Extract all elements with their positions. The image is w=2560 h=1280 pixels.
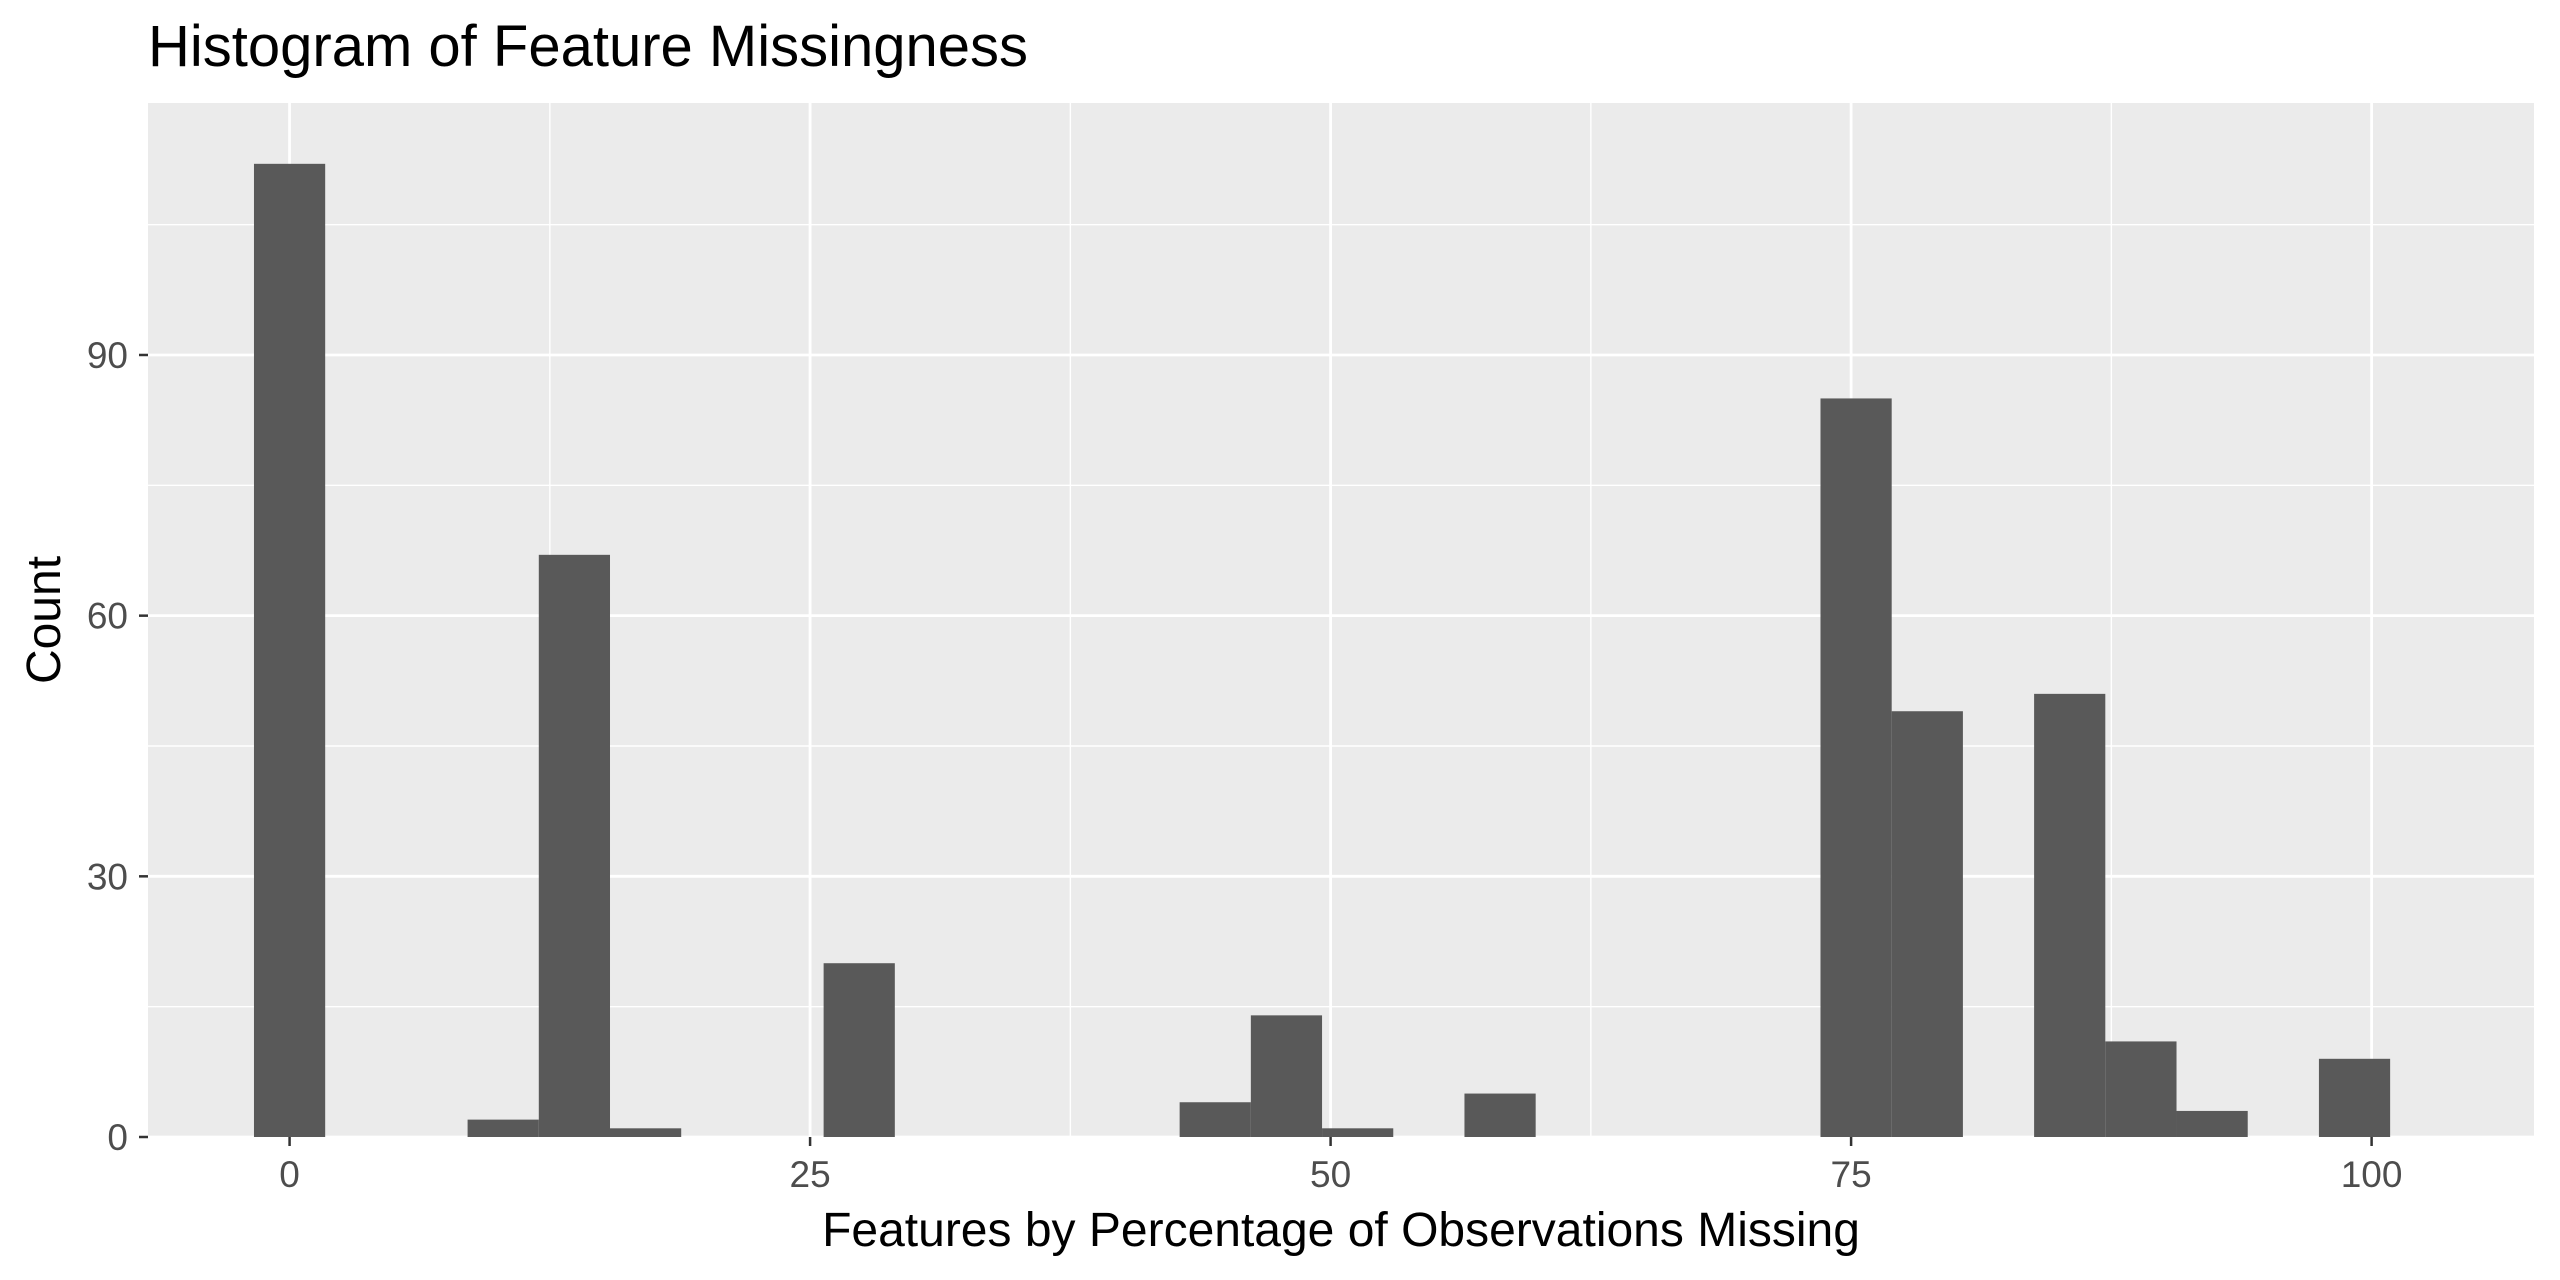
y-tick-label: 60 [87, 596, 128, 637]
x-axis-ticks: 0 25 50 75 100 [279, 1137, 2402, 1195]
histogram-bar [1322, 1128, 1394, 1137]
y-tick-label: 90 [87, 335, 128, 376]
histogram-bar [1891, 711, 1963, 1137]
histogram-bar [467, 1119, 539, 1137]
histogram-bar [2176, 1110, 2248, 1137]
y-axis-ticks: 0 30 60 90 [87, 335, 148, 1158]
histogram-bar [253, 163, 326, 1137]
histogram-bar [538, 554, 611, 1137]
histogram-bar [2105, 1041, 2177, 1137]
histogram-bar [2318, 1058, 2391, 1137]
histogram-bars [253, 163, 2391, 1137]
y-tick-label: 30 [87, 856, 128, 897]
x-tick-label: 75 [1831, 1154, 1872, 1195]
histogram-bar [2034, 693, 2106, 1137]
x-tick-label: 0 [279, 1154, 300, 1195]
y-tick-label: 0 [107, 1117, 128, 1158]
x-tick-label: 25 [790, 1154, 831, 1195]
histogram-bar [823, 963, 895, 1137]
histogram-bar [610, 1128, 682, 1137]
x-tick-label: 50 [1310, 1154, 1351, 1195]
y-axis-title: Count [18, 556, 71, 684]
histogram-bar [1464, 1093, 1536, 1137]
histogram-bar [1179, 1102, 1251, 1137]
histogram-bar [1250, 1015, 1323, 1137]
chart-title: Histogram of Feature Missingness [148, 14, 1028, 79]
histogram-bar [1820, 398, 1892, 1137]
x-tick-label: 100 [2341, 1154, 2403, 1195]
plot-panel [148, 103, 2534, 1137]
x-axis-title: Features by Percentage of Observations M… [822, 1204, 1860, 1257]
